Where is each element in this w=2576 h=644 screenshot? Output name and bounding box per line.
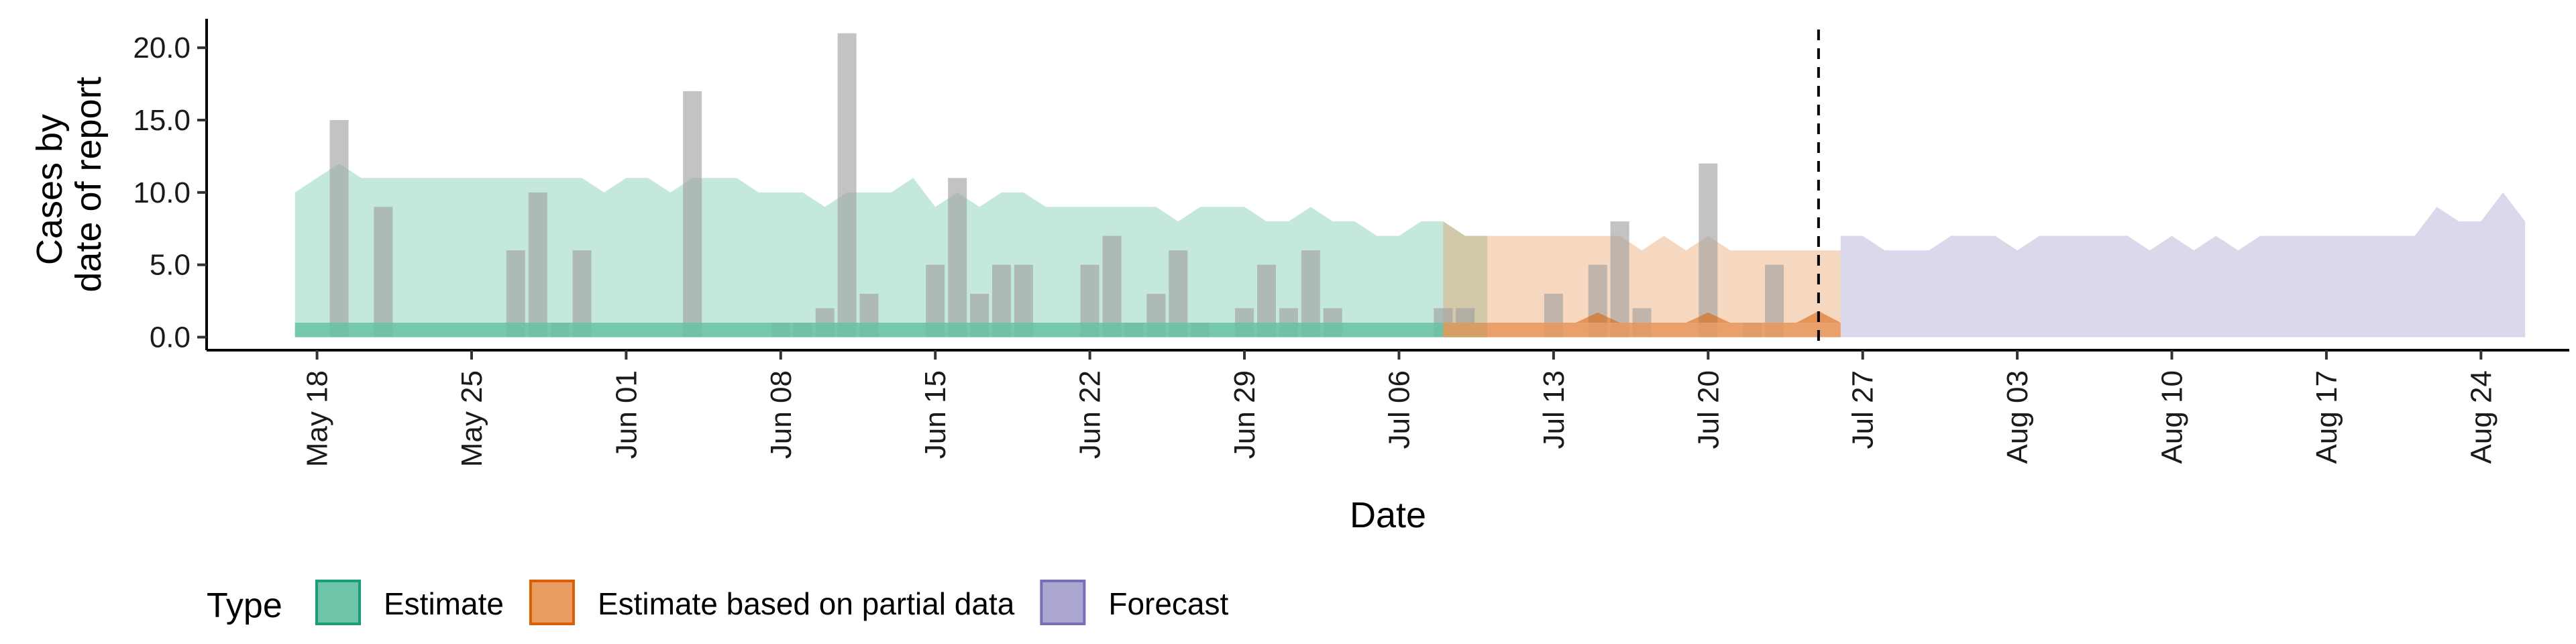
legend-label-2: Forecast (1108, 586, 1228, 621)
x-tick-label-9: Jul 20 (1692, 370, 1725, 449)
legend-swatch-1 (529, 580, 575, 625)
y-axis-title: Cases by date of report (30, 76, 109, 292)
legend-label-1: Estimate based on partial data (598, 586, 1015, 621)
area-series-1 (1443, 221, 1841, 337)
legend: Type Estimate Estimate based on partial d… (207, 580, 1229, 625)
inner-peak-1-0 (1575, 312, 1620, 323)
y-tick-label-3: 15.0 (133, 104, 191, 137)
area-series-0 (294, 163, 1488, 337)
x-axis-title: Date (1350, 495, 1426, 535)
y-axis-title-line-1: Cases by (30, 114, 70, 265)
y-tick-label-0: 0.0 (150, 321, 191, 354)
chart-axes (205, 19, 2569, 352)
x-tick-label-6: Jun 29 (1228, 370, 1261, 459)
chart-areas (294, 163, 2526, 337)
x-tick-label-5: Jun 22 (1074, 370, 1107, 459)
bar-13 (948, 178, 967, 337)
x-axis-ticks: May 18 May 25 Jun 01 Jun 08 Jun 15 Jun 22 Jun … (301, 350, 2498, 467)
bar-32 (1610, 221, 1629, 337)
bar-18 (1102, 235, 1122, 337)
y-axis-title-line-2: date of report (68, 76, 109, 292)
inner-band-1 (1443, 323, 1841, 337)
bar-1 (374, 207, 393, 337)
x-tick-label-10: Jul 27 (1847, 370, 1880, 449)
bar-3 (528, 192, 547, 337)
x-tick-label-4: Jun 15 (919, 370, 952, 459)
x-tick-label-3: Jun 08 (765, 370, 798, 459)
legend-swatch-2 (1040, 580, 1086, 625)
chart-inner-bands (294, 311, 1841, 337)
y-tick-label-2: 10.0 (133, 176, 191, 209)
legend-title: Type (207, 586, 282, 625)
x-tick-label-13: Aug 17 (2310, 370, 2343, 464)
x-tick-label-14: Aug 24 (2465, 370, 2498, 464)
x-tick-label-8: Jul 13 (1538, 370, 1570, 449)
x-tick-label-1: May 25 (455, 370, 488, 467)
y-tick-label-1: 5.0 (150, 249, 191, 282)
bar-6 (683, 91, 702, 337)
x-tick-label-12: Aug 10 (2156, 370, 2189, 464)
y-tick-label-4: 20.0 (133, 32, 191, 64)
inner-peak-1-1 (1686, 312, 1731, 323)
x-tick-label-2: Jun 01 (610, 370, 643, 459)
inner-band-0 (294, 323, 1488, 337)
x-tick-label-7: Jul 06 (1383, 370, 1416, 449)
legend-label-0: Estimate (384, 586, 504, 621)
legend-swatch-0 (315, 580, 361, 625)
x-tick-label-0: May 18 (301, 370, 334, 467)
bar-10 (837, 33, 857, 337)
x-tick-label-11: Aug 03 (2001, 370, 2034, 464)
y-axis-ticks: 0.0 5.0 10.0 15.0 20.0 (133, 32, 207, 354)
bar-0 (329, 120, 349, 337)
area-series-2 (1840, 192, 2526, 337)
bar-34 (1699, 163, 1718, 337)
